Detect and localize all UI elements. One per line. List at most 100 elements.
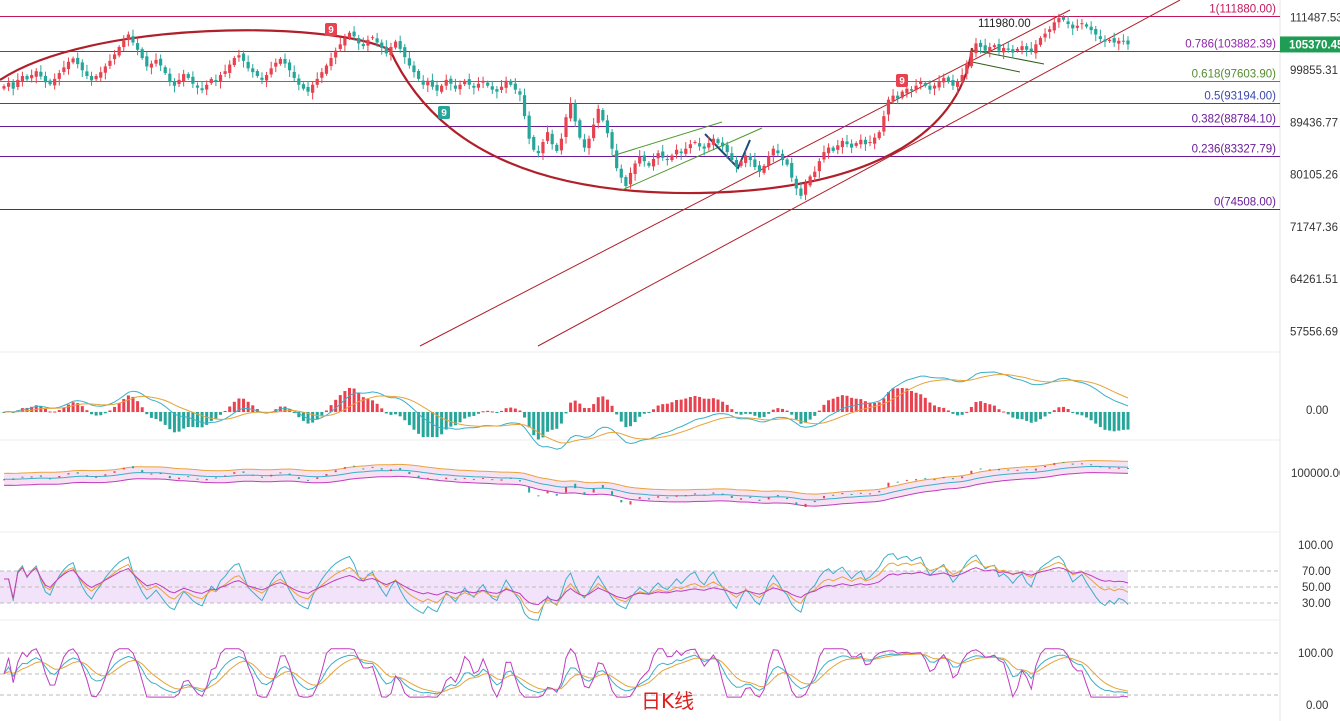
candle-32 (149, 60, 154, 75)
candle-172 (794, 175, 798, 196)
candle-43 (200, 81, 204, 94)
candle-69 (320, 67, 324, 84)
candle-13 (62, 60, 66, 76)
candle-158 (730, 146, 734, 164)
fibonacci-levels: 1(111880.00) 0.786(103882.39) 0.618(97603.… (0, 4, 1280, 210)
candle-145 (670, 153, 674, 162)
candle-141 (651, 153, 656, 171)
candle-157 (725, 141, 729, 159)
candle-190 (877, 130, 881, 141)
candle-107 (495, 86, 499, 99)
candle-132 (610, 129, 614, 156)
candle-52 (241, 50, 246, 68)
price-tick-4: 80105.26 (1290, 170, 1338, 182)
candle-168 (776, 143, 780, 157)
candle-136 (628, 167, 633, 189)
candle-240 (1107, 37, 1112, 43)
candle-51 (237, 49, 241, 62)
candle-218 (1006, 41, 1010, 53)
candle-153 (707, 136, 711, 151)
candle-62 (288, 59, 292, 77)
candle-113 (522, 88, 527, 120)
wedge-lower (621, 127, 763, 191)
candle-238 (1098, 29, 1102, 43)
trend-drawings (0, 0, 1181, 347)
candle-162 (748, 152, 752, 167)
candle-34 (159, 54, 163, 72)
candle-237 (1094, 25, 1098, 42)
candle-31 (145, 50, 149, 71)
kdj-label-100: 100.00 (1298, 648, 1333, 660)
candle-181 (836, 139, 840, 155)
candle-116 (536, 145, 540, 158)
candle-42 (195, 82, 200, 95)
candle-186 (859, 134, 863, 149)
candle-197 (909, 86, 914, 98)
candle-87 (403, 44, 407, 64)
candle-127 (587, 135, 591, 155)
boll-level-label: 100000.00 (1291, 468, 1340, 480)
candle-79 (366, 35, 370, 52)
candle-54 (251, 64, 255, 78)
candle-155 (716, 137, 720, 146)
candle-99 (458, 80, 462, 95)
price-tick-7: 57556.69 (1290, 327, 1338, 339)
candle-98 (453, 78, 458, 92)
candle-215 (992, 43, 997, 49)
candle-71 (329, 52, 333, 71)
candle-50 (232, 56, 236, 68)
candle-223 (1029, 42, 1033, 55)
candle-24 (112, 50, 117, 65)
candle-30 (140, 47, 144, 60)
price-tick-3: 89436.77 (1290, 117, 1338, 129)
candle-108 (499, 80, 504, 94)
candle-183 (845, 134, 849, 148)
candle-152 (702, 143, 706, 156)
candle-130 (601, 108, 605, 123)
candle-180 (831, 145, 835, 153)
candle-231 (1066, 16, 1070, 29)
candle-227 (1048, 26, 1052, 39)
candle-151 (697, 137, 702, 151)
candle-8 (39, 65, 43, 80)
candle-230 (1061, 15, 1066, 22)
candle-16 (76, 52, 80, 69)
candle-225 (1038, 36, 1043, 47)
fib-label-2: 0.618(97603.90) (1192, 69, 1277, 81)
candle-182 (840, 137, 844, 154)
candle-164 (757, 161, 762, 178)
candle-72 (334, 47, 338, 65)
candle-77 (357, 34, 361, 51)
candle-192 (886, 96, 891, 122)
candle-91 (421, 75, 425, 90)
candle-73 (338, 37, 342, 53)
candle-226 (1043, 28, 1047, 42)
td-badge-1: 9 (438, 106, 450, 119)
candle-216 (997, 38, 1001, 55)
candle-147 (679, 148, 683, 160)
candle-63 (292, 65, 296, 82)
path-arrow (704, 133, 751, 170)
candle-89 (412, 61, 416, 78)
rsi-label-50: 50.00 (1302, 582, 1331, 594)
candle-138 (638, 150, 642, 167)
candle-100 (463, 78, 467, 87)
candle-214 (988, 42, 992, 58)
candle-41 (191, 71, 195, 89)
candle-103 (476, 77, 481, 91)
candle-86 (398, 35, 402, 54)
candle-175 (808, 174, 812, 188)
candle-109 (504, 76, 508, 94)
price-axis-ticks: 111487.53 99855.31 89436.77 80105.26 71747.3… (1290, 13, 1340, 339)
candle-239 (1103, 35, 1107, 48)
high-price-label: 111980.00 (978, 18, 1031, 30)
candle-234 (1080, 18, 1084, 30)
candle-207 (955, 78, 960, 94)
channel-lower (537, 0, 1181, 347)
candle-144 (665, 154, 669, 166)
candle-106 (490, 80, 494, 94)
candle-110 (509, 78, 513, 87)
candle-204 (942, 73, 946, 88)
candle-143 (661, 144, 665, 161)
